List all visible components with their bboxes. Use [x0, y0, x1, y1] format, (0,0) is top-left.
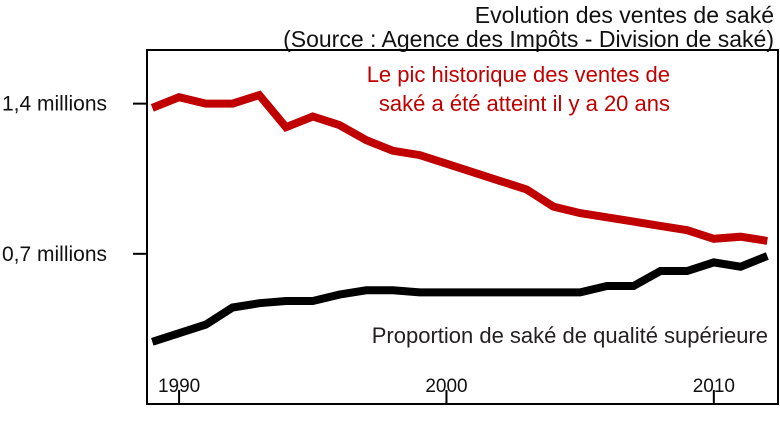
- x-tick-label-2: 2010: [693, 376, 735, 397]
- annotations: Le pic historique des ventes de saké a ét…: [367, 62, 768, 348]
- annotation-1-line-0: Proportion de saké de qualité supérieure: [372, 323, 768, 348]
- plot-area: 0,7 millions 1,4 millions 1990 2000 2010: [2, 49, 779, 405]
- annotation-0-line-1: saké a été atteint il y a 20 ans: [379, 91, 670, 116]
- x-tick-label-0: 1990: [158, 376, 200, 397]
- y-tick-label-1: 1,4 millions: [2, 93, 107, 116]
- plot-frame: [146, 49, 779, 405]
- annotation-0-line-0: Le pic historique des ventes de: [367, 62, 670, 87]
- series-line-0: [150, 90, 768, 245]
- chart-subtitle: (Source : Agence des Impôts - Division d…: [283, 26, 774, 52]
- chart-title: Evolution des ventes de saké: [475, 2, 774, 28]
- y-tick-label-0: 0,7 millions: [2, 243, 107, 266]
- series-line-1: [151, 252, 769, 346]
- x-tick-label-1: 2000: [425, 376, 467, 397]
